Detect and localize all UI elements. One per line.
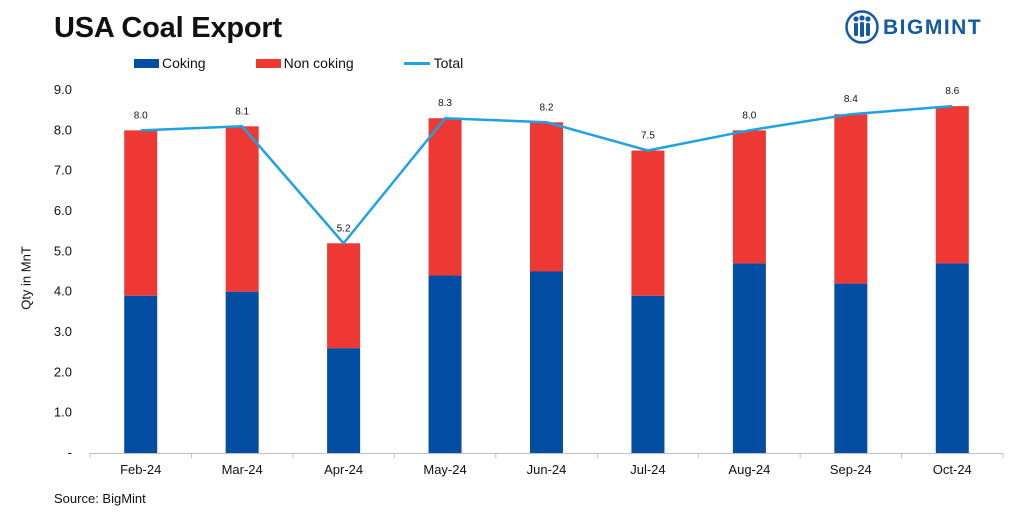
x-tick-label: Sep-24 — [830, 462, 872, 477]
bar-coking — [935, 263, 969, 453]
bigmint-logo: BIGMINT — [845, 10, 982, 46]
y-tick-label: 8.0 — [54, 122, 72, 137]
legend-item-coking: Coking — [134, 55, 206, 71]
x-tick-label: May-24 — [423, 462, 466, 477]
legend-swatch-non-coking — [255, 58, 281, 68]
data-label-total: 8.0 — [742, 110, 756, 121]
y-tick-label: 6.0 — [54, 203, 72, 218]
legend-swatch-coking — [134, 58, 159, 68]
bar-non-coking — [530, 122, 563, 272]
bar-coking — [124, 295, 158, 453]
legend-item-non-coking: Non coking — [255, 55, 354, 71]
bar-coking — [530, 271, 563, 453]
source-note: Source: BigMint — [54, 491, 146, 506]
bar-coking — [225, 291, 259, 453]
bar-non-coking — [935, 106, 969, 264]
x-tick-label: Aug-24 — [728, 462, 770, 477]
logo-text: BIGMINT — [883, 16, 983, 39]
bar-coking — [631, 295, 665, 453]
x-tick-label: Jun-24 — [527, 462, 567, 477]
bar-non-coking — [428, 118, 462, 276]
bar-non-coking — [732, 130, 766, 264]
bar-non-coking — [124, 130, 158, 296]
chart-title: USA Coal Export — [54, 12, 282, 44]
data-label-total: 8.1 — [235, 106, 249, 117]
y-tick-label: 3.0 — [54, 324, 72, 339]
data-label-total: 8.3 — [438, 98, 452, 109]
bar-coking — [732, 263, 766, 453]
data-label-total: 8.2 — [540, 102, 554, 113]
y-tick-label: 2.0 — [54, 364, 72, 379]
bar-coking — [428, 275, 462, 453]
y-tick-label: 5.0 — [54, 243, 72, 258]
data-label-total: 8.4 — [844, 94, 858, 105]
legend-item-total: Total — [403, 55, 464, 71]
legend: Coking Non coking Total — [134, 55, 513, 71]
x-tick-label: Mar-24 — [222, 462, 263, 477]
data-label-total: 5.2 — [337, 223, 351, 234]
bar-non-coking — [225, 126, 259, 292]
bar-non-coking — [327, 243, 361, 349]
bar-non-coking — [631, 150, 665, 296]
x-tick-label: Oct-24 — [933, 462, 972, 477]
y-tick-label: 4.0 — [54, 284, 72, 299]
data-label-total: 8.6 — [945, 86, 959, 97]
legend-swatch-total — [403, 61, 430, 65]
legend-label-total: Total — [433, 55, 464, 71]
legend-label-coking: Coking — [162, 55, 206, 71]
y-tick-label: 7.0 — [54, 163, 72, 178]
data-label-total: 7.5 — [641, 131, 655, 142]
series-line-total — [140, 104, 953, 245]
y-tick-label: 1.0 — [54, 405, 72, 420]
bigmint-people-icon — [845, 10, 879, 44]
y-tick-label: 9.0 — [54, 82, 72, 97]
x-tick-label: Jul-24 — [630, 462, 665, 477]
bar-coking — [834, 283, 868, 453]
x-tick-label: Feb-24 — [120, 462, 161, 477]
bar-coking — [327, 348, 361, 453]
y-tick-label: - — [68, 445, 72, 460]
data-label-total: 8.0 — [134, 110, 148, 121]
legend-label-non-coking: Non coking — [283, 55, 354, 71]
bar-non-coking — [834, 114, 868, 284]
x-tick-label: Apr-24 — [324, 462, 363, 477]
